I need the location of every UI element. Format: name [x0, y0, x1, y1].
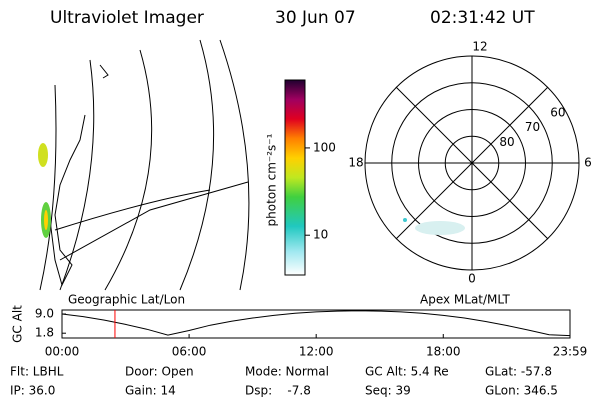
mlat-ring: [418, 109, 526, 217]
x-tick-label: 06:00: [172, 345, 207, 359]
y-axis-label: GC Alt: [11, 305, 25, 343]
alt-line: [61, 310, 571, 337]
status-field: Gain: 14: [125, 384, 176, 398]
status-field: Door: Open: [125, 365, 194, 379]
y-tick-label: 1.8: [35, 326, 54, 340]
mlat-ring: [444, 135, 500, 191]
colorbar-frame: [284, 79, 306, 276]
x-tick-label: 23:59: [553, 345, 588, 359]
x-tick-label: 00:00: [45, 345, 80, 359]
mlat-ring: [391, 82, 553, 244]
x-tick-label: 12:00: [299, 345, 334, 359]
status-field: GC Alt: 5.4 Re: [365, 365, 449, 379]
status-field: Seq: 39: [365, 384, 411, 398]
polar-plot: [364, 55, 580, 271]
colorbar: [285, 80, 305, 275]
colorbar-tick-label: 100: [313, 140, 336, 154]
alt-title-right: Apex MLat/MLT: [420, 293, 510, 307]
status-field: Dsp: -7.8: [245, 384, 311, 398]
colorbar-tick-label: 10: [313, 228, 328, 242]
title: Ultraviolet Imager: [50, 8, 204, 28]
aurora: [44, 210, 48, 230]
mlt-label: 0: [468, 272, 476, 286]
mlat-label: 60: [550, 105, 565, 119]
mlt-label: 6: [584, 156, 592, 170]
x-tick-label: 18:00: [426, 345, 461, 359]
status-field: GLon: 346.5: [485, 384, 558, 398]
aurora: [415, 221, 465, 235]
polar-boundary: [364, 55, 580, 271]
status-field: Mode: Normal: [245, 365, 329, 379]
mlat-label: 70: [525, 120, 540, 134]
y-tick-label: 9.0: [35, 307, 54, 321]
aurora: [38, 143, 48, 167]
alt-title-left: Geographic Lat/Lon: [68, 293, 185, 307]
map: [39, 39, 250, 291]
aurora: [403, 218, 407, 222]
mlt-label: 18: [348, 156, 363, 170]
mlt-label: 12: [472, 40, 487, 54]
date: 30 Jun 07: [275, 8, 356, 28]
status-field: IP: 36.0: [10, 384, 55, 398]
status-field: Flt: LBHL: [10, 365, 64, 379]
alt-frame: [61, 309, 571, 339]
colorbar-label: photon cm⁻²s⁻¹: [265, 133, 279, 226]
time: 02:31:42 UT: [430, 8, 535, 28]
mlat-label: 80: [499, 135, 514, 149]
status-field: GLat: -57.8: [485, 365, 552, 379]
